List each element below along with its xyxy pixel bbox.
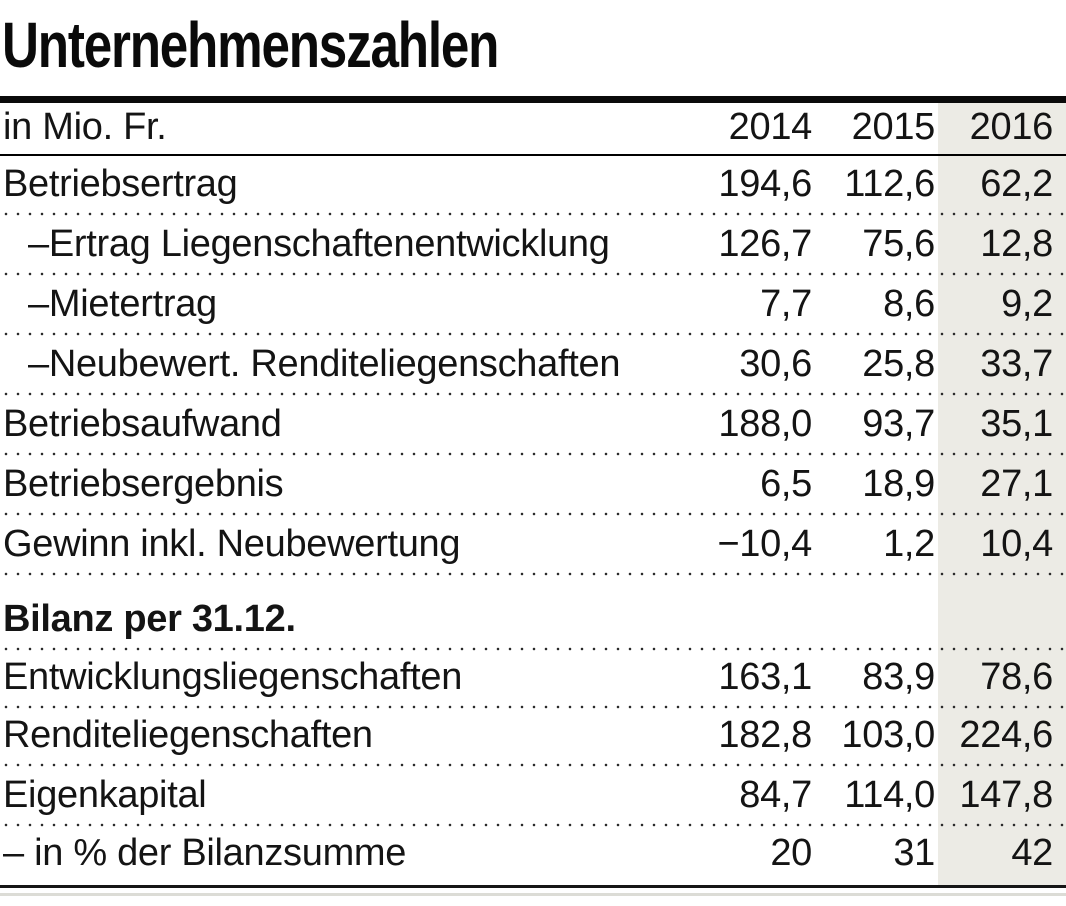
value-2015: 75,6 [862,223,935,265]
row-label: Entwicklungsliegenschaften [3,656,463,698]
table-row-renditeliegenschaften: Renditeliegenschaften 182,8 103,0 224,6 [0,709,1066,767]
column-header-2014: 2014 [728,106,813,148]
value-2016: 62,2 [980,163,1053,205]
value-2015: 25,8 [862,343,935,385]
value-2016: 224,6 [959,714,1053,756]
value-2016: 35,1 [980,403,1053,445]
value-2015: 93,7 [862,403,935,445]
value-2014: 20 [770,832,812,874]
value-2016: 12,8 [980,223,1053,265]
row-label: – in % der Bilanzsumme [3,832,407,874]
value-2016: 27,1 [980,463,1053,505]
table-row-in-prozent-bilanzsumme: – in % der Bilanzsumme 20 31 42 [0,827,1066,885]
value-2014: 84,7 [739,774,812,816]
table-row-entwicklungsliegenschaften: Entwicklungsliegenschaften 163,1 83,9 78… [0,651,1066,709]
row-label: –Mietertrag [28,283,217,325]
value-2015: 83,9 [862,656,935,698]
value-2014: 7,7 [760,283,812,325]
value-2014: 182,8 [718,714,812,756]
row-label: Betriebsaufwand [3,403,282,445]
table-row-mietertrag: –Mietertrag 7,7 8,6 9,2 [0,276,1066,336]
value-2014: 126,7 [718,223,812,265]
row-label: Betriebsertrag [3,163,238,205]
table-row-gewinn-inkl-neubewertung: Gewinn inkl. Neubewertung −10,4 1,2 10,4 [0,516,1066,576]
column-header-2016: 2016 [969,106,1054,148]
value-2016: 147,8 [959,774,1053,816]
row-label: –Ertrag Liegenschaftenentwicklung [28,223,610,265]
section-heading-bilanz: Bilanz per 31.12. [0,576,1066,651]
footer-rule [0,893,1066,896]
value-2014: 30,6 [739,343,812,385]
section-label: Bilanz per 31.12. [3,598,296,640]
table-row-betriebsertrag: Betriebsertrag 194,6 112,6 62,2 [0,156,1066,216]
value-2014: 194,6 [718,163,812,205]
data-table: in Mio. Fr. 2014 2015 2016 Betriebsertra… [0,103,1066,885]
value-2014: −10,4 [717,523,812,565]
value-2015: 112,6 [844,163,935,205]
table-row-eigenkapital: Eigenkapital 84,7 114,0 147,8 [0,767,1066,827]
value-2015: 1,2 [883,523,935,565]
value-2016: 10,4 [980,523,1053,565]
column-header-2015: 2015 [851,106,936,148]
value-2016: 42 [1011,832,1053,874]
row-label: Eigenkapital [3,774,207,816]
page-title: Unternehmenszahlen [2,9,499,81]
value-2014: 6,5 [760,463,812,505]
row-label: Betriebsergebnis [3,463,284,505]
unit-label: in Mio. Fr. [3,106,167,148]
value-2015: 31 [893,832,935,874]
row-label: Renditeliegenschaften [3,714,373,756]
value-2016: 9,2 [1001,283,1053,325]
table-row-ertrag-liegenschaftenentwicklung: –Ertrag Liegenschaftenentwicklung 126,7 … [0,216,1066,276]
bottom-rule [0,885,1066,888]
value-2014: 188,0 [718,403,812,445]
value-2016: 33,7 [980,343,1053,385]
value-2015: 114,0 [844,774,935,816]
table-row-neubewert-renditeliegenschaften: –Neubewert. Renditeliegenschaften 30,6 2… [0,336,1066,396]
value-2014: 163,1 [718,656,812,698]
row-label: Gewinn inkl. Neubewertung [3,523,461,565]
top-rule [0,96,1066,103]
table-row-betriebsergebnis: Betriebsergebnis 6,5 18,9 27,1 [0,456,1066,516]
table-header-row: in Mio. Fr. 2014 2015 2016 [0,103,1066,156]
value-2016: 78,6 [980,656,1053,698]
table-row-betriebsaufwand: Betriebsaufwand 188,0 93,7 35,1 [0,396,1066,456]
row-label: –Neubewert. Renditeliegenschaften [28,343,621,385]
value-2015: 103,0 [841,714,935,756]
value-2015: 8,6 [883,283,935,325]
value-2015: 18,9 [862,463,935,505]
